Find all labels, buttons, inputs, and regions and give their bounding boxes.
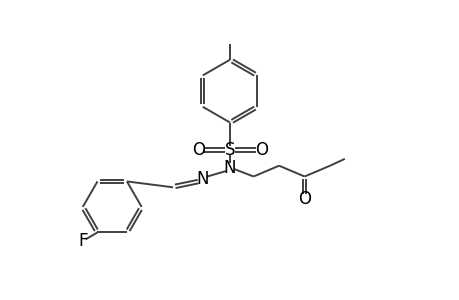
Text: F: F — [78, 232, 87, 250]
Text: O: O — [254, 141, 267, 159]
Text: O: O — [297, 190, 310, 208]
Text: O: O — [192, 141, 205, 159]
Text: N: N — [223, 159, 236, 177]
Text: S: S — [224, 141, 235, 159]
Text: N: N — [196, 170, 208, 188]
